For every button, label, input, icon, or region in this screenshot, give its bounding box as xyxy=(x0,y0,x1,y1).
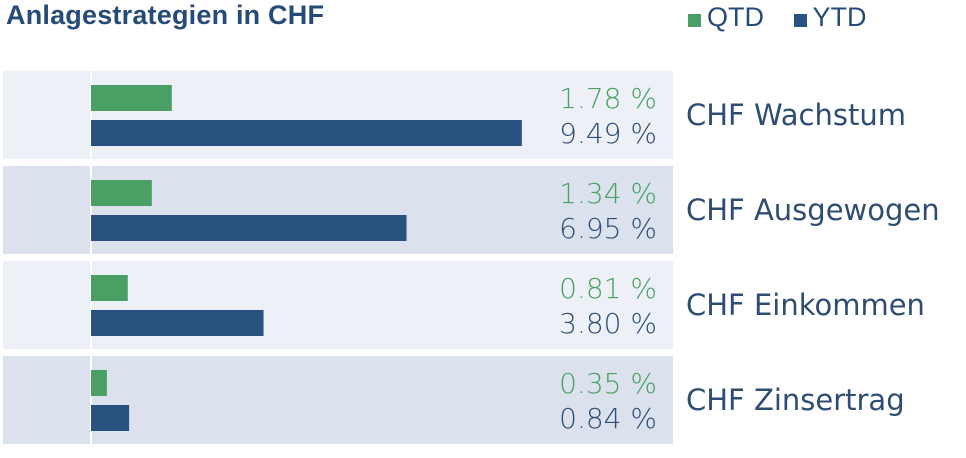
legend-swatch-qtd xyxy=(688,14,701,27)
bar-qtd xyxy=(91,275,128,301)
legend-label-qtd: QTD xyxy=(707,2,764,32)
legend-label-ytd: YTD xyxy=(812,2,867,32)
bar-ytd xyxy=(91,310,264,336)
data-label-qtd: 1.34 % xyxy=(559,177,657,210)
legend-swatch-ytd xyxy=(793,14,807,27)
bar-qtd xyxy=(91,85,172,111)
category-label: CHF Zinsertrag xyxy=(686,383,905,417)
data-label-ytd: 0.84 % xyxy=(559,402,657,435)
legend-item-qtd: QTD xyxy=(688,2,764,33)
bar-qtd xyxy=(91,180,152,206)
data-label-ytd: 6.95 % xyxy=(559,212,657,245)
bar-ytd xyxy=(91,215,407,241)
bar-ytd xyxy=(91,405,130,431)
data-label-ytd: 9.49 % xyxy=(559,117,657,150)
data-label-qtd: 1.78 % xyxy=(559,82,657,115)
data-label-qtd: 0.81 % xyxy=(559,272,657,305)
category-label: CHF Einkommen xyxy=(686,288,925,322)
category-label: CHF Wachstum xyxy=(686,98,906,132)
bar-ytd xyxy=(91,120,522,146)
data-label-qtd: 0.35 % xyxy=(559,367,657,400)
data-label-ytd: 3.80 % xyxy=(559,307,657,340)
chart-legend: QTD YTD xyxy=(688,2,889,34)
bar-qtd xyxy=(91,370,107,396)
legend-item-ytd: YTD xyxy=(793,2,867,33)
category-label: CHF Ausgewogen xyxy=(686,193,940,227)
chart-title: Anlagestrategien in CHF xyxy=(6,0,325,30)
